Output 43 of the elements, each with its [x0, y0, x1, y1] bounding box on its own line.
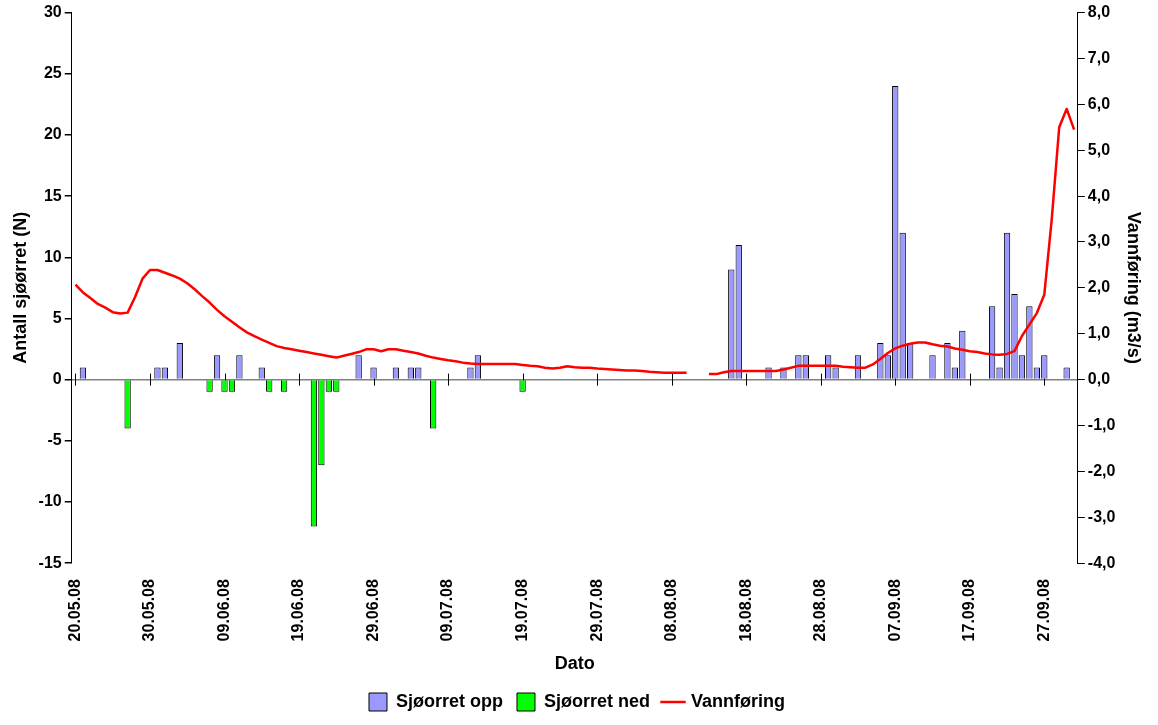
x-tick-label: 08.08.08: [662, 579, 680, 642]
y-tick-label: 5: [52, 308, 62, 326]
y-tick-label: 15: [43, 186, 62, 204]
x-tick-label: 09.06.08: [214, 579, 232, 642]
y2-tick-label: 4,0: [1087, 186, 1111, 204]
y2-tick-label: 0,0: [1087, 370, 1111, 388]
legend-label: Sjøorret opp: [395, 690, 503, 711]
x-tick-label: 17.09.08: [960, 579, 978, 642]
y2-tick-label: -2,0: [1087, 461, 1116, 479]
x-tick-label: 20.05.08: [65, 579, 83, 642]
x-tick-label: 09.07.08: [438, 579, 456, 642]
legend-label: Vannføring: [691, 690, 786, 711]
y2-axis-title: Vannføring (m3/s): [1124, 211, 1145, 364]
x-tick-label: 29.07.08: [587, 579, 605, 642]
y2-tick-label: 5,0: [1087, 140, 1111, 158]
y2-tick-label: -3,0: [1087, 507, 1116, 525]
x-tick-label: 30.05.08: [140, 579, 158, 642]
y-axis-title: Antall sjøørret (N): [9, 211, 30, 364]
y-tick-label: 10: [43, 247, 62, 265]
y2-tick-label: 2,0: [1087, 278, 1111, 296]
y2-tick-label: 3,0: [1087, 232, 1111, 250]
x-tick-label: 29.06.08: [363, 579, 381, 642]
y2-tick-label: 8,0: [1087, 3, 1111, 21]
x-axis-title: Dato: [554, 653, 595, 674]
y2-tick-label: 1,0: [1087, 324, 1111, 342]
y2-tick-label: -4,0: [1087, 553, 1116, 571]
x-tick-label: 07.09.08: [885, 579, 903, 642]
y-tick-label: 25: [43, 64, 62, 82]
y-tick-label: -5: [47, 431, 62, 449]
x-tick-label: 19.07.08: [513, 579, 531, 642]
y2-tick-label: 7,0: [1087, 48, 1111, 66]
y-tick-label: 0: [52, 370, 62, 388]
y-tick-label: 30: [43, 3, 62, 21]
x-tick-label: 19.06.08: [289, 579, 307, 642]
x-tick-label: 28.08.08: [811, 579, 829, 642]
x-tick-label: 27.09.08: [1034, 579, 1052, 642]
y-tick-label: -15: [38, 553, 62, 571]
y2-tick-label: -1,0: [1087, 415, 1116, 433]
y-tick-label: 20: [43, 125, 62, 143]
y2-tick-label: 6,0: [1087, 94, 1111, 112]
x-tick-label: 18.08.08: [736, 579, 754, 642]
legend-label: Sjøorret ned: [543, 690, 651, 711]
y-tick-label: -10: [38, 492, 62, 510]
